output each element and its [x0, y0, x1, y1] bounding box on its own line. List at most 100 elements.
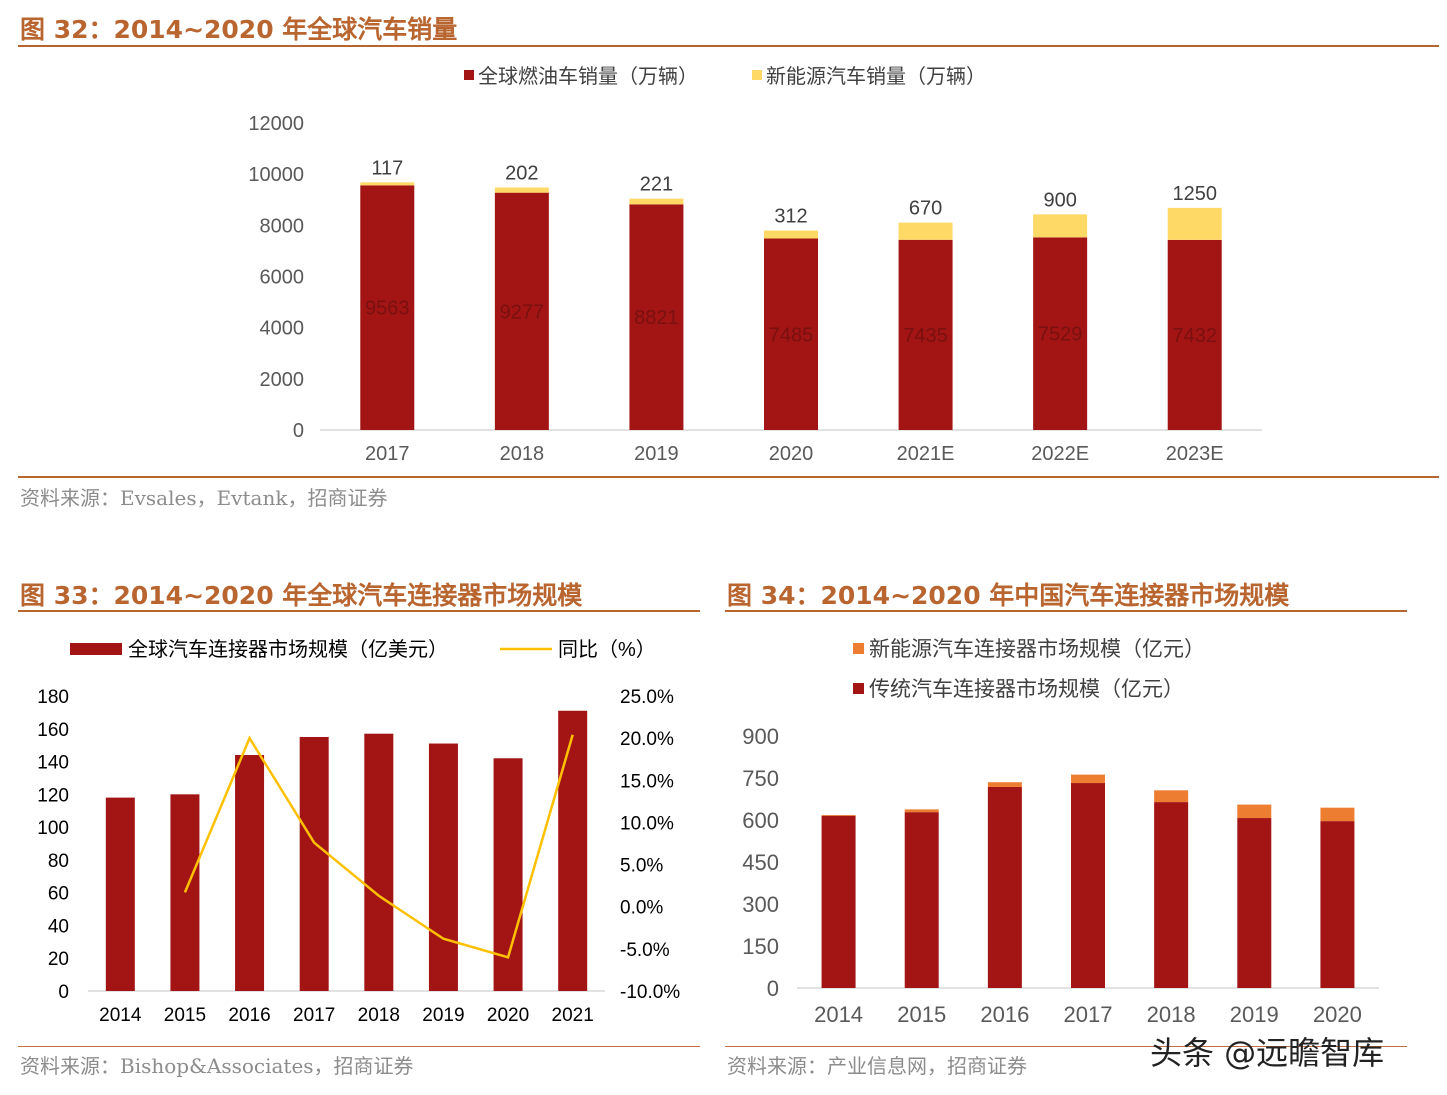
chart1-legend-label-ice: 全球燃油车销量（万辆） — [478, 65, 698, 88]
chart1-bar-ice — [629, 204, 684, 430]
chart3-legend-label-traditional: 传统汽车连接器市场规模（亿元） — [869, 678, 1184, 701]
chart2-x-tick-label: 2020 — [487, 1005, 529, 1026]
chart1-bar-nev — [898, 222, 953, 240]
chart1-y-tick-label: 10000 — [248, 164, 304, 186]
chart3-y-tick-label: 600 — [742, 808, 779, 833]
chart3-y-tick-label: 150 — [742, 934, 779, 959]
chart3-x-tick-label: 2019 — [1230, 1002, 1279, 1027]
chart1-label-ice: 7432 — [1172, 325, 1217, 347]
chart2-x-tick-label: 2016 — [228, 1005, 270, 1026]
chart3-bar-traditional — [904, 812, 939, 988]
figure-34-bottom-rule — [725, 1046, 1407, 1047]
chart1-y-tick-label: 8000 — [260, 215, 305, 237]
chart1-label-nev: 1250 — [1172, 183, 1217, 205]
figure-33-source: 资料来源：Bishop&Associates，招商证券 — [20, 1054, 414, 1078]
chart1-bar-ice — [898, 239, 953, 430]
chart2-bar — [105, 797, 135, 991]
chart2-x-tick-label: 2015 — [164, 1005, 206, 1026]
chart3-bar-nev — [821, 814, 856, 816]
figure-32-source: 资料来源：Evsales，Evtank，招商证券 — [20, 486, 388, 510]
chart2-y-tick-label: 120 — [37, 785, 69, 806]
chart3-bar-traditional — [1320, 821, 1355, 988]
chart1-y-tick-label: 0 — [293, 420, 304, 442]
chart1-label-nev: 221 — [640, 174, 673, 196]
chart1-y-tick-label: 12000 — [248, 113, 304, 135]
chart2-x-tick-label: 2017 — [293, 1005, 335, 1026]
chart1-label-ice: 9563 — [365, 298, 410, 320]
chart2-bar — [364, 733, 394, 991]
chart1-x-tick-label: 2018 — [500, 443, 545, 465]
chart1-bar-ice — [360, 185, 415, 430]
chart2-legend-swatch-bar — [70, 643, 122, 655]
chart3-y-tick-label: 0 — [767, 976, 779, 1001]
chart2-y2-tick-label: 20.0% — [620, 729, 674, 750]
chart2-y-tick-label: 100 — [37, 818, 69, 839]
watermark-text: 头条 @远瞻智库 — [1150, 1034, 1385, 1072]
chart1-legend-label-nev: 新能源汽车销量（万辆） — [766, 65, 986, 88]
chart3-legend-swatch-nev — [853, 643, 864, 654]
chart2-yoy-line — [183, 734, 574, 959]
chart1-bar-nev — [764, 230, 818, 239]
chart3-y-tick-label: 900 — [742, 724, 779, 749]
figure-32-bottom-rule — [18, 476, 1439, 478]
chart2-bar — [493, 758, 523, 991]
chart3-bar-traditional — [1237, 818, 1272, 988]
chart1-bar-ice — [494, 192, 549, 430]
chart2-y-tick-label: 80 — [48, 851, 69, 872]
chart1-y-tick-label: 4000 — [260, 318, 305, 340]
chart3-bar-nev — [1237, 804, 1272, 819]
chart3-bar-nev — [1071, 774, 1105, 784]
chart2-y2-tick-label: 10.0% — [620, 813, 674, 834]
chart1-x-tick-label: 2021E — [897, 443, 955, 465]
chart2-y-tick-label: 160 — [37, 720, 69, 741]
chart2-bar — [558, 710, 588, 991]
chart3-y-tick-label: 450 — [742, 850, 779, 875]
chart1-x-tick-label: 2023E — [1166, 443, 1224, 465]
chart2-bar — [235, 755, 265, 991]
figure-34-source: 资料来源：产业信息网，招商证券 — [727, 1054, 1027, 1078]
chart3-bar-nev — [1320, 807, 1355, 822]
chart1-label-ice: 7485 — [769, 324, 814, 346]
chart2-y-tick-label: 140 — [37, 753, 69, 774]
chart1-bar-ice — [1033, 237, 1088, 430]
chart1-label-nev: 670 — [909, 198, 942, 220]
chart3-y-tick-label: 750 — [742, 766, 779, 791]
chart3-x-tick-label: 2014 — [814, 1002, 863, 1027]
chart3-bar-nev — [904, 809, 939, 813]
chart2-bar — [428, 743, 458, 991]
chart2-y2-tick-label: -5.0% — [620, 940, 670, 961]
chart3-bar-traditional — [1154, 802, 1189, 988]
chart1-label-ice: 8821 — [634, 307, 679, 329]
chart1-x-tick-label: 2022E — [1031, 443, 1089, 465]
chart3-x-tick-label: 2015 — [897, 1002, 946, 1027]
figure-34-title-rule — [725, 610, 1407, 612]
chart2-legend-label-bar: 全球汽车连接器市场规模（亿美元） — [128, 638, 448, 661]
figure-32-title: 图 32：2014~2020 年全球汽车销量 — [20, 15, 458, 44]
chart2-y-tick-label: 20 — [48, 949, 69, 970]
chart1-label-nev: 900 — [1043, 189, 1076, 211]
chart1-bar-nev — [629, 198, 684, 205]
chart3-legend-swatch-traditional — [853, 683, 864, 694]
chart3-x-tick-label: 2020 — [1313, 1002, 1362, 1027]
chart2-x-tick-label: 2021 — [552, 1005, 594, 1026]
chart2-bar — [170, 794, 200, 991]
figure-34-title: 图 34：2014~2020 年中国汽车连接器市场规模 — [727, 581, 1290, 610]
chart2-y2-tick-label: 25.0% — [620, 687, 674, 708]
chart1-legend-swatch-nev — [752, 70, 762, 80]
chart1-x-tick-label: 2017 — [365, 443, 410, 465]
chart3-x-tick-label: 2018 — [1147, 1002, 1196, 1027]
chart1-legend-swatch-ice — [464, 70, 474, 80]
chart3-y-tick-label: 300 — [742, 892, 779, 917]
chart2-y2-tick-label: 5.0% — [620, 856, 663, 877]
chart1-y-tick-label: 6000 — [260, 267, 305, 289]
chart2-y2-tick-label: 0.0% — [620, 898, 663, 919]
chart2-x-tick-label: 2014 — [99, 1005, 142, 1026]
chart1-bar-ice — [764, 238, 818, 430]
chart1-x-tick-label: 2020 — [769, 443, 814, 465]
chart1-label-nev: 312 — [774, 206, 807, 228]
figure-33-title-rule — [18, 610, 700, 612]
chart2-y-tick-label: 60 — [48, 884, 69, 905]
chart1-bar-nev — [1033, 214, 1088, 238]
chart2-y-tick-label: 180 — [37, 687, 69, 708]
